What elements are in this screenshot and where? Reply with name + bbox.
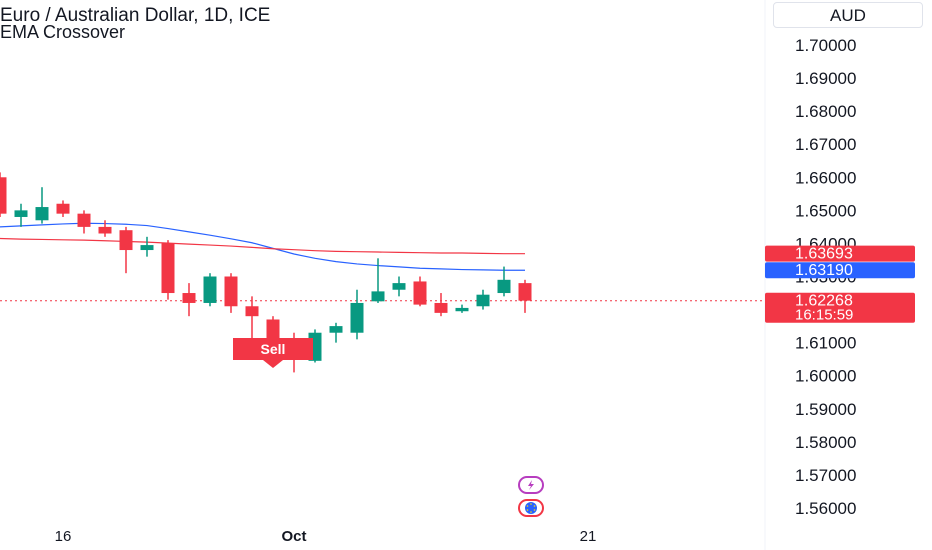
y-tick-label: 1.58000 [795, 433, 856, 452]
chart-title: Euro / Australian Dollar, 1D, ICE [0, 5, 271, 26]
currency-selector[interactable]: AUD [773, 2, 923, 28]
eu-flag-icon[interactable] [518, 499, 544, 517]
candle[interactable] [161, 243, 175, 294]
price-label-box [765, 245, 915, 262]
price-label-value: 1.63693 [795, 246, 853, 263]
price-label-box [765, 292, 915, 323]
y-tick-label: 1.61000 [795, 334, 856, 353]
bar-countdown: 16:15:59 [795, 307, 853, 324]
candle[interactable] [203, 276, 217, 303]
candle[interactable] [224, 276, 238, 307]
sell-signal-marker[interactable] [233, 338, 313, 368]
y-tick-label: 1.56000 [795, 499, 856, 518]
y-tick-label: 1.59000 [795, 400, 856, 419]
candle[interactable] [119, 230, 133, 251]
y-tick-label: 1.57000 [795, 466, 856, 485]
price-label-value: 1.62268 [795, 293, 853, 310]
candle[interactable] [497, 279, 511, 294]
candle[interactable] [413, 281, 427, 305]
candle[interactable] [140, 245, 154, 251]
candle[interactable] [434, 302, 448, 313]
x-tick-label: 21 [580, 528, 597, 545]
x-tick-label: Oct [281, 528, 306, 545]
y-tick-label: 1.67000 [795, 135, 856, 154]
candle[interactable] [350, 302, 364, 333]
candle[interactable] [245, 306, 259, 317]
candle[interactable] [77, 213, 91, 227]
x-tick-label: 16 [55, 528, 72, 545]
indicator-name: EMA Crossover [0, 22, 126, 42]
ema-fast-line [0, 222, 525, 271]
y-tick-label: 1.68000 [795, 102, 856, 121]
y-tick-label: 1.65000 [795, 201, 856, 220]
y-tick-label: 1.66000 [795, 168, 856, 187]
candle[interactable] [35, 207, 49, 221]
candle[interactable] [392, 283, 406, 290]
candle[interactable] [476, 294, 490, 307]
candle[interactable] [182, 293, 196, 303]
candle[interactable] [56, 203, 70, 214]
y-tick-label: 1.60000 [795, 367, 856, 386]
candle[interactable] [455, 307, 469, 312]
candle[interactable] [371, 291, 385, 302]
y-tick-label: 1.70000 [795, 36, 856, 55]
price-label-box [765, 262, 915, 279]
candle[interactable] [0, 177, 7, 214]
candle[interactable] [98, 226, 112, 234]
lightning-icon[interactable] [518, 476, 544, 494]
y-tick-label: 1.69000 [795, 69, 856, 88]
sell-signal-label: Sell [261, 341, 286, 357]
candle[interactable] [329, 326, 343, 333]
candle[interactable] [518, 283, 532, 301]
ema-slow-line [0, 237, 525, 255]
candle[interactable] [14, 210, 28, 217]
price-label-value: 1.63190 [795, 262, 853, 279]
